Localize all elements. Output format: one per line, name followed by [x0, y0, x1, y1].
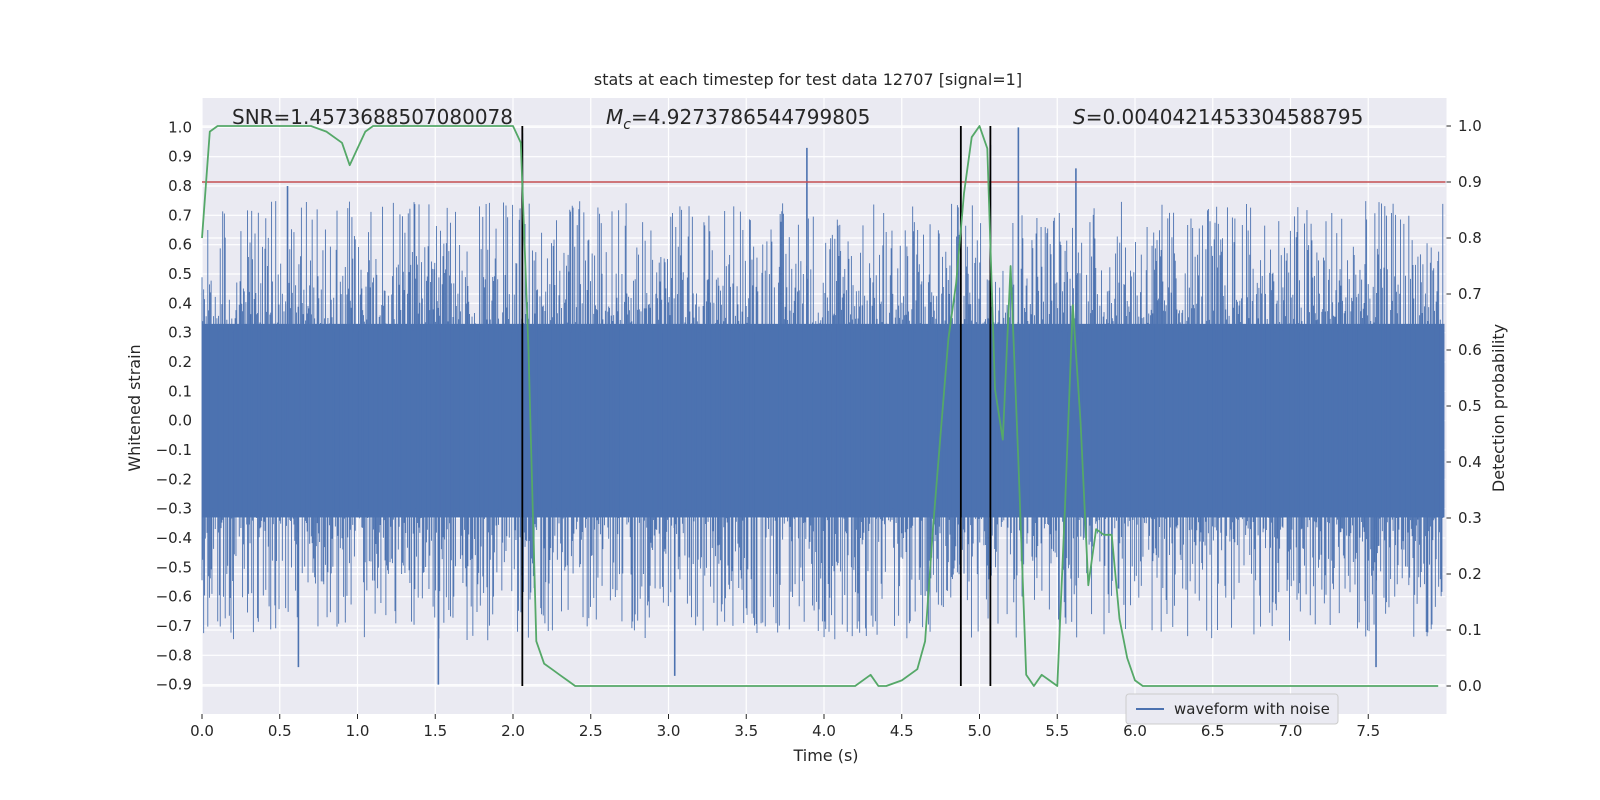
s-annotation: S=0.0040421453304588795	[1073, 105, 1363, 129]
x-tick-label: 7.5	[1356, 722, 1380, 740]
axes: 0.0 0.5 1.0 1.5 2.0 2.5 3.0 3.5 4.0 4.5 5.0 5.5 6.0 6…	[156, 98, 1482, 740]
x-tick-label: 6.5	[1201, 722, 1225, 740]
y2-tick-label: 1.0	[1458, 117, 1482, 135]
legend: waveform with noise	[1125, 693, 1339, 725]
y-tick-label: 0.9	[168, 148, 192, 166]
y-tick-label: −0.9	[156, 676, 192, 694]
y2-tick-label: 0.2	[1458, 565, 1482, 583]
x-tick-label: 6.0	[1123, 722, 1147, 740]
y-tick-label: 0.8	[168, 177, 192, 195]
x-tick-label: 4.5	[890, 722, 914, 740]
chirp-mass-annotation: Mc=4.9273786544799805	[606, 105, 870, 133]
y-tick-label: −0.5	[156, 558, 192, 576]
y2-tick-label: 0.7	[1458, 285, 1482, 303]
y2-tick-label: 0.8	[1458, 229, 1482, 247]
probability-line	[201, 125, 1439, 687]
y2-tick-label: 0.0	[1458, 677, 1482, 695]
x-tick-label: 5.5	[1045, 722, 1069, 740]
x-tick-label: 2.5	[579, 722, 603, 740]
x-tick-label: 4.0	[812, 722, 836, 740]
x-tick-label: 3.0	[657, 722, 681, 740]
y-tick-label: 0.5	[168, 265, 192, 283]
mc-value: =4.9273786544799805	[631, 105, 870, 129]
y-tick-label: 0.2	[168, 353, 192, 371]
y-tick-label: −0.6	[156, 588, 192, 606]
x-tick-label: 5.0	[968, 722, 992, 740]
s-value: =0.0040421453304588795	[1086, 105, 1364, 129]
y-tick-label: 0.0	[168, 412, 192, 430]
y-tick-label: 0.3	[168, 324, 192, 342]
y-tick-label: 0.6	[168, 236, 192, 254]
y-tick-label: 0.1	[168, 382, 192, 400]
mc-symbol: M	[606, 105, 623, 129]
y2-tick-label: 0.6	[1458, 341, 1482, 359]
y-tick-label: 0.7	[168, 206, 192, 224]
y2-tick-label: 0.4	[1458, 453, 1482, 471]
snr-annotation: SNR=1.4573688507080078	[232, 105, 513, 129]
y2-tick-label: 0.5	[1458, 397, 1482, 415]
y2-tick-label: 0.9	[1458, 173, 1482, 191]
x-tick-label: 7.0	[1279, 722, 1303, 740]
y2-tick-label: 0.1	[1458, 621, 1482, 639]
y-tick-label: −0.8	[156, 646, 192, 664]
y2-axis-label: Detection probability	[1489, 324, 1508, 492]
x-axis-label: Time (s)	[792, 746, 858, 765]
mc-subscript: c	[623, 117, 631, 133]
y2-tick-label: 0.3	[1458, 509, 1482, 527]
s-symbol: S	[1073, 105, 1086, 129]
legend-label-waveform: waveform with noise	[1174, 700, 1330, 718]
x-tick-label: 1.0	[346, 722, 370, 740]
x-tick-label: 2.0	[501, 722, 525, 740]
y-axis-label: Whitened strain	[125, 344, 144, 471]
legend-box	[1125, 693, 1339, 725]
probability-series	[201, 125, 1439, 687]
y-tick-label: −0.7	[156, 617, 192, 635]
x-tick-label: 3.5	[734, 722, 758, 740]
waveform-series	[201, 127, 1445, 685]
y-tick-label: 1.0	[168, 118, 192, 136]
y-tick-label: −0.4	[156, 529, 192, 547]
x-tick-label: 0.5	[268, 722, 292, 740]
y-tick-label: −0.3	[156, 500, 192, 518]
y-tick-label: −0.2	[156, 470, 192, 488]
y-tick-label: 0.4	[168, 294, 192, 312]
y-tick-label: −0.1	[156, 441, 192, 459]
x-tick-label: 1.5	[423, 722, 447, 740]
chart-title: stats at each timestep for test data 127…	[594, 70, 1022, 89]
x-tick-label: 0.0	[190, 722, 214, 740]
